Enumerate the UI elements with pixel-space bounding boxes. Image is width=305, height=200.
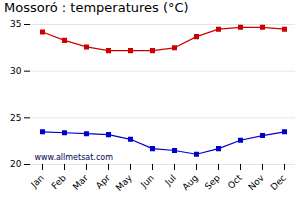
svg-text:20: 20 (10, 159, 22, 169)
svg-text:May: May (114, 172, 135, 193)
svg-text:Aug: Aug (180, 173, 200, 193)
html-text:Mossoró : temperatures (°C): Mossoró : temperatures (°C) (4, 0, 189, 15)
svg-text:Nov: Nov (246, 172, 266, 192)
svg-text:Feb: Feb (50, 173, 69, 192)
svg-text:Jul: Jul (162, 173, 177, 188)
svg-text:Sep: Sep (203, 173, 222, 192)
svg-text:Mar: Mar (71, 172, 90, 191)
svg-text:Oct: Oct (226, 172, 244, 190)
svg-text:www.allmetsat.com: www.allmetsat.com (35, 153, 114, 162)
svg-text:35: 35 (10, 19, 21, 29)
svg-text:30: 30 (10, 66, 22, 76)
svg-text:25: 25 (10, 113, 21, 123)
svg-text:Dec: Dec (269, 173, 288, 192)
svg-text:Jan: Jan (28, 173, 46, 191)
svg-text:Jun: Jun (138, 173, 156, 191)
svg-text:Apr: Apr (94, 173, 112, 191)
